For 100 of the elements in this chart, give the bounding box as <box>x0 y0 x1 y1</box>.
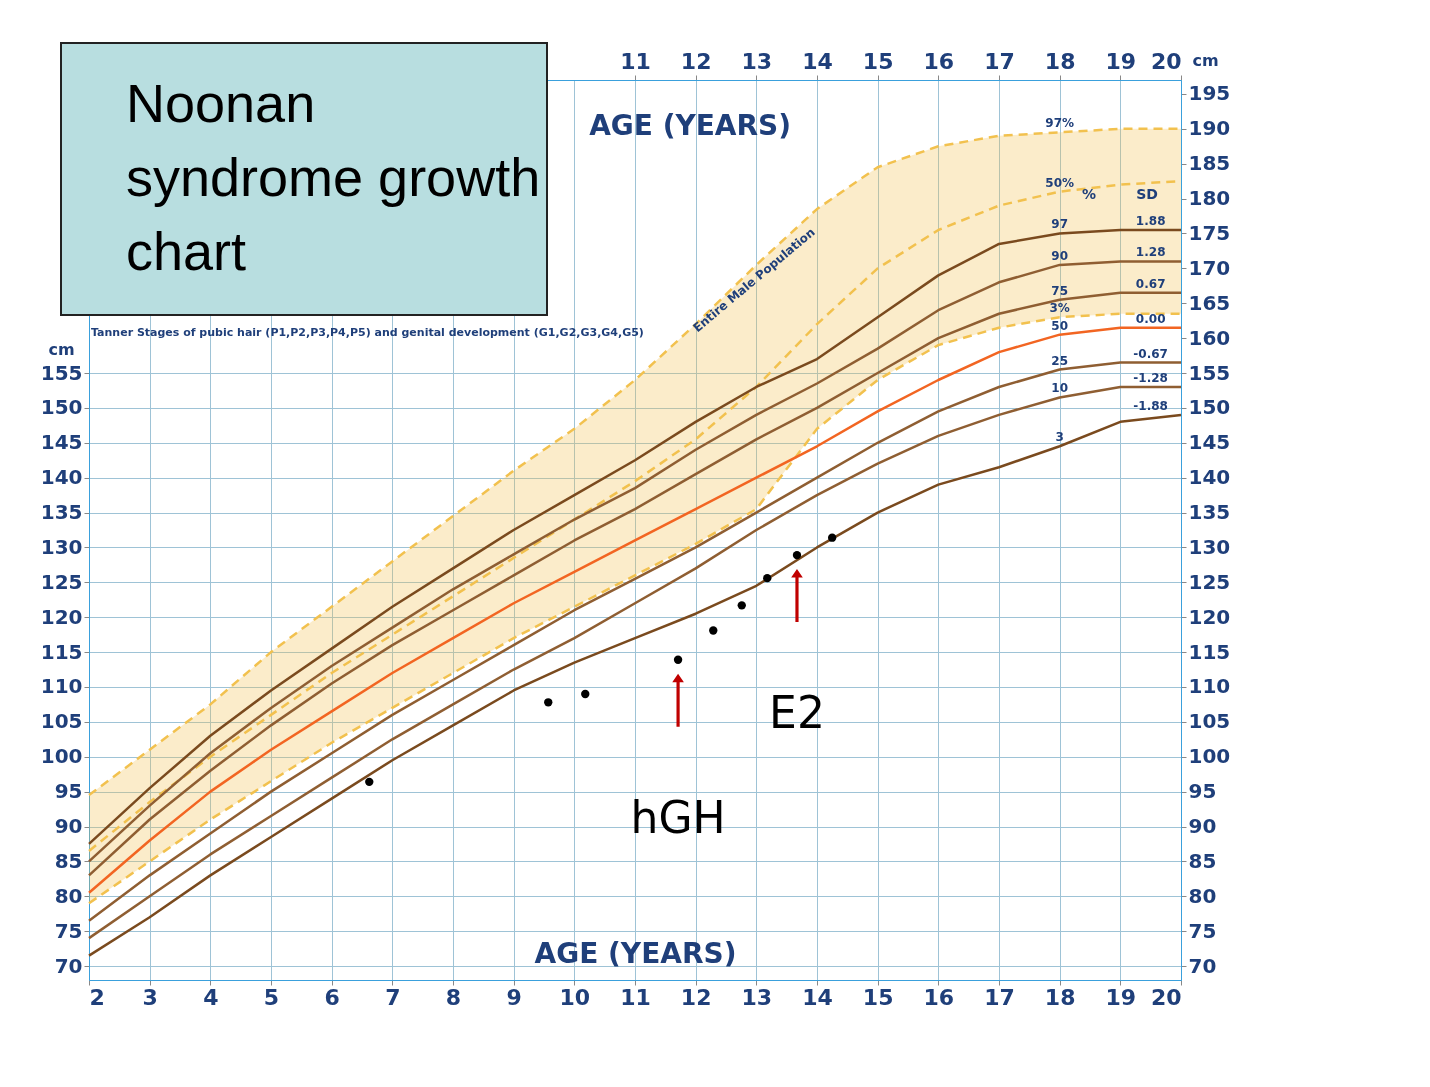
y2-tick-label: 70 <box>1188 953 1217 978</box>
y2-tick-label: 160 <box>1188 325 1231 350</box>
point <box>673 655 683 664</box>
series-label: 3 <box>1055 430 1064 445</box>
x-tick-label: 2 <box>89 984 105 1010</box>
y2-tick-label: 195 <box>1188 81 1231 106</box>
x2-tick-label: 15 <box>862 48 894 74</box>
annotation: hGH <box>630 791 726 843</box>
y-tick-label: 75 <box>54 918 83 943</box>
annotation: -1.88 <box>1133 398 1168 413</box>
y-tick-label: 110 <box>40 674 83 699</box>
annotation: 1.28 <box>1135 245 1166 260</box>
y2-tick-label: 180 <box>1188 186 1231 211</box>
x-tick-label: 13 <box>741 984 773 1010</box>
x-tick-label: 4 <box>203 984 219 1010</box>
point <box>544 698 553 707</box>
y-tick-label: 105 <box>40 709 83 734</box>
y-tick-label: 125 <box>40 569 83 594</box>
y-tick-label: 135 <box>40 500 83 525</box>
y-tick-label: 155 <box>40 360 83 385</box>
x-tick-label: 20 <box>1150 984 1182 1010</box>
x-tick-label: 8 <box>445 984 462 1010</box>
y2-tick-label: 165 <box>1188 290 1231 315</box>
y-tick-label: 145 <box>40 430 83 455</box>
y2-tick-label: 170 <box>1188 255 1231 280</box>
text: Noonan syndrome growth chart <box>60 42 548 316</box>
y2-tick-label: 105 <box>1188 709 1231 734</box>
y2-tick-label: 190 <box>1188 116 1231 141</box>
x-tick-label: 14 <box>802 984 833 1010</box>
y2-tick-label: 75 <box>1188 918 1217 943</box>
x2-tick-label: 17 <box>984 48 1015 74</box>
x-tick-label: 18 <box>1044 984 1076 1010</box>
annotation: SD <box>1136 186 1158 202</box>
y-tick-label: 70 <box>54 953 83 978</box>
series-label: 90 <box>1051 248 1069 263</box>
x2-tick-label: 13 <box>741 48 773 74</box>
y-tick-label: 115 <box>40 639 83 664</box>
x-tick-label: 6 <box>324 984 340 1010</box>
series-label: 50% <box>1045 175 1075 190</box>
series-label: 3% <box>1049 301 1070 316</box>
y-tick-label: 140 <box>40 465 83 490</box>
x-tick-label: 3 <box>142 984 158 1010</box>
x-tick-label: 19 <box>1105 984 1137 1010</box>
series-label: 97% <box>1045 116 1075 131</box>
x-tick-label: 10 <box>559 984 591 1010</box>
y2-tick-label: 100 <box>1188 744 1231 769</box>
y-tick-label: 85 <box>54 848 83 873</box>
y2-tick-label: 120 <box>1188 604 1231 629</box>
x-tick-label: 11 <box>620 984 651 1010</box>
series-label: 50 <box>1051 318 1069 333</box>
annotation: E2 <box>769 687 825 739</box>
y2-tick-label: 110 <box>1188 674 1231 699</box>
y2-tick-label: 140 <box>1188 465 1231 490</box>
y2-tick-label: 175 <box>1188 220 1231 245</box>
y-tick-label: 95 <box>54 779 83 804</box>
x-tick-label: 12 <box>680 984 712 1010</box>
y2-tick-label: 135 <box>1188 500 1231 525</box>
annotation: -1.28 <box>1133 370 1168 385</box>
x-tick-label: 9 <box>506 984 522 1010</box>
y2-tick-label: 155 <box>1188 360 1231 385</box>
y2-tick-label: 150 <box>1188 395 1231 420</box>
x2-tick-label: 18 <box>1044 48 1076 74</box>
x2-tick-label: 14 <box>802 48 833 74</box>
series-label: 25 <box>1051 353 1069 368</box>
x-tick-label: 17 <box>984 984 1015 1010</box>
annotation: 0.00 <box>1135 311 1166 326</box>
series-label: 97 <box>1051 217 1069 232</box>
y-tick-label: 150 <box>40 395 83 420</box>
x2-tick-label: 19 <box>1105 48 1137 74</box>
point <box>792 550 802 560</box>
annotation: % <box>1081 186 1097 202</box>
y2-tick-label: 130 <box>1188 534 1231 559</box>
annotation: Tanner Stages of pubic hair (P1,P2,P3,P4,P5) and genital development (G1,G2,G3,G4,G5) <box>91 326 644 340</box>
point <box>581 689 590 699</box>
point <box>709 626 718 635</box>
series-label: 10 <box>1051 381 1069 396</box>
y-tick-label: 80 <box>54 883 83 908</box>
x2-tick-label: 11 <box>620 48 651 74</box>
y2-tick-label: 80 <box>1188 883 1217 908</box>
x2-axis-title: AGE (YEARS) <box>589 108 792 142</box>
x-tick-label: 15 <box>862 984 894 1010</box>
y-tick-label: 130 <box>40 534 83 559</box>
x-tick-label: 7 <box>385 984 401 1010</box>
x2-tick-label: 12 <box>680 48 712 74</box>
point <box>763 573 772 583</box>
y2-tick-label: 125 <box>1188 569 1231 594</box>
y-axis-title: cm <box>48 339 75 359</box>
series-label: 75 <box>1051 283 1069 298</box>
y2-tick-label: 185 <box>1188 151 1231 176</box>
x-axis-title: AGE (YEARS) <box>534 936 737 970</box>
x-tick-label: 16 <box>923 984 955 1010</box>
x2-tick-label: 16 <box>923 48 955 74</box>
x-tick-label: 5 <box>263 984 280 1010</box>
y-tick-label: 120 <box>40 604 83 629</box>
y-tick-label: 100 <box>40 744 83 769</box>
y2-axis-title: cm <box>1192 50 1219 70</box>
point <box>827 533 837 542</box>
annotation: 1.88 <box>1135 214 1166 228</box>
y-tick-label: 90 <box>54 814 83 839</box>
point <box>365 777 374 787</box>
